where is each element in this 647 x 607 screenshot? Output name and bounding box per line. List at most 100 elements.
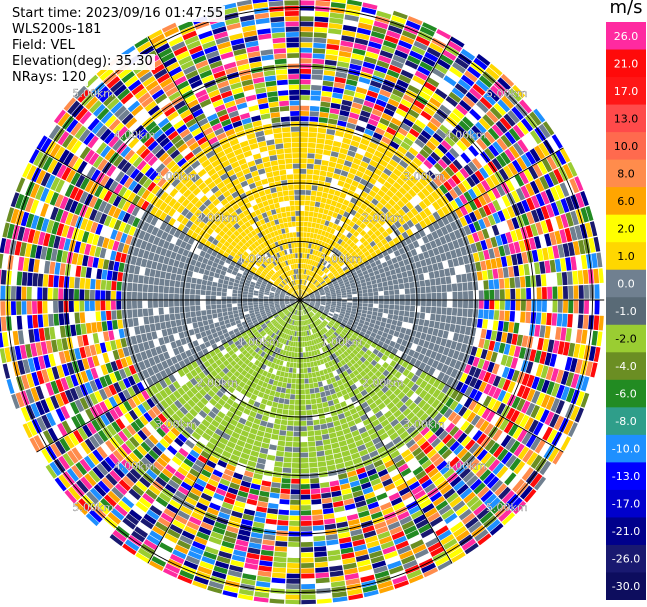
velocity-gate [523, 96, 536, 111]
velocity-gate [291, 383, 296, 389]
velocity-gate [359, 263, 366, 269]
velocity-gate [439, 354, 447, 364]
velocity-gate [412, 171, 422, 181]
velocity-gate [497, 389, 507, 402]
velocity-gate [428, 342, 435, 351]
velocity-gate [326, 301, 331, 304]
velocity-gate [419, 280, 426, 287]
velocity-gate [385, 323, 391, 329]
velocity-gate [303, 292, 307, 297]
velocity-gate [327, 210, 334, 217]
velocity-gate [305, 301, 310, 303]
velocity-gate [371, 279, 377, 285]
velocity-gate [349, 257, 355, 263]
velocity-gate [541, 300, 547, 312]
velocity-gate [368, 335, 375, 342]
velocity-gate [289, 399, 295, 405]
velocity-gate [504, 472, 517, 486]
velocity-gate [572, 270, 579, 285]
velocity-gate [454, 197, 464, 208]
velocity-gate [534, 145, 546, 160]
velocity-gate [565, 196, 575, 211]
velocity-gate [495, 154, 507, 168]
velocity-gate [331, 442, 340, 449]
velocity-gate [379, 336, 387, 343]
velocity-gate [410, 207, 419, 216]
velocity-gate [372, 348, 379, 356]
velocity-gate [322, 154, 330, 161]
velocity-gate [348, 221, 356, 228]
velocity-gate [410, 392, 419, 402]
velocity-gate [560, 213, 569, 228]
velocity-gate [378, 308, 384, 313]
velocity-gate [362, 292, 368, 297]
velocity-gate [453, 403, 463, 414]
velocity-gate [275, 535, 288, 542]
velocity-gate [487, 269, 494, 280]
velocity-gate [520, 300, 526, 311]
velocity-gate [376, 278, 382, 284]
velocity-gate [316, 262, 321, 268]
velocity-gate [358, 349, 366, 356]
velocity-gate [429, 97, 442, 108]
velocity-gate [526, 388, 536, 402]
velocity-gate [337, 259, 343, 265]
velocity-gate [341, 295, 347, 298]
velocity-gate [325, 49, 339, 56]
velocity-gate [580, 191, 589, 207]
velocity-gate [320, 294, 326, 297]
velocity-gate [379, 159, 388, 168]
velocity-gate [276, 408, 283, 414]
velocity-gate [426, 155, 437, 166]
velocity-gate [291, 478, 300, 484]
velocity-gate [339, 333, 345, 339]
velocity-gate [440, 170, 451, 181]
velocity-gate [341, 292, 347, 296]
velocity-gate [339, 45, 353, 53]
velocity-gate [301, 269, 304, 274]
velocity-gate [314, 281, 320, 286]
velocity-gate [354, 37, 369, 46]
velocity-gate [588, 269, 594, 284]
velocity-gate [307, 289, 312, 294]
velocity-gate [357, 183, 366, 191]
velocity-gate [426, 194, 436, 204]
velocity-gate [392, 10, 408, 20]
velocity-gate [377, 176, 386, 185]
velocity-gate [328, 321, 334, 326]
velocity-gate [291, 468, 300, 474]
velocity-gate [400, 141, 411, 151]
velocity-gate [391, 347, 398, 355]
velocity-gate [311, 493, 321, 500]
velocity-gate [308, 446, 316, 452]
velocity-gate [321, 428, 329, 435]
velocity-gate [300, 168, 307, 174]
velocity-gate [463, 44, 478, 57]
velocity-gate [337, 317, 343, 322]
velocity-gate [460, 48, 476, 61]
velocity-gate [372, 328, 379, 334]
velocity-gate [325, 317, 331, 322]
velocity-gate [437, 381, 446, 391]
velocity-gate [486, 476, 500, 489]
velocity-gate [352, 237, 359, 244]
velocity-gate [316, 403, 323, 409]
velocity-gate [423, 416, 433, 426]
velocity-gate [328, 28, 342, 35]
velocity-gate [478, 75, 493, 88]
velocity-gate [594, 284, 600, 299]
velocity-gate [300, 232, 304, 237]
velocity-gate [357, 250, 364, 257]
velocity-gate [539, 175, 550, 190]
velocity-gate [496, 184, 506, 197]
velocity-gate [262, 393, 270, 400]
velocity-gate [501, 195, 511, 208]
velocity-gate [498, 168, 509, 181]
velocity-gate [565, 257, 572, 271]
velocity-gate [395, 164, 406, 173]
velocity-gate [285, 589, 300, 595]
velocity-gate [335, 71, 348, 79]
velocity-gate [311, 404, 318, 410]
velocity-gate [452, 460, 464, 472]
velocity-gate [288, 536, 300, 542]
